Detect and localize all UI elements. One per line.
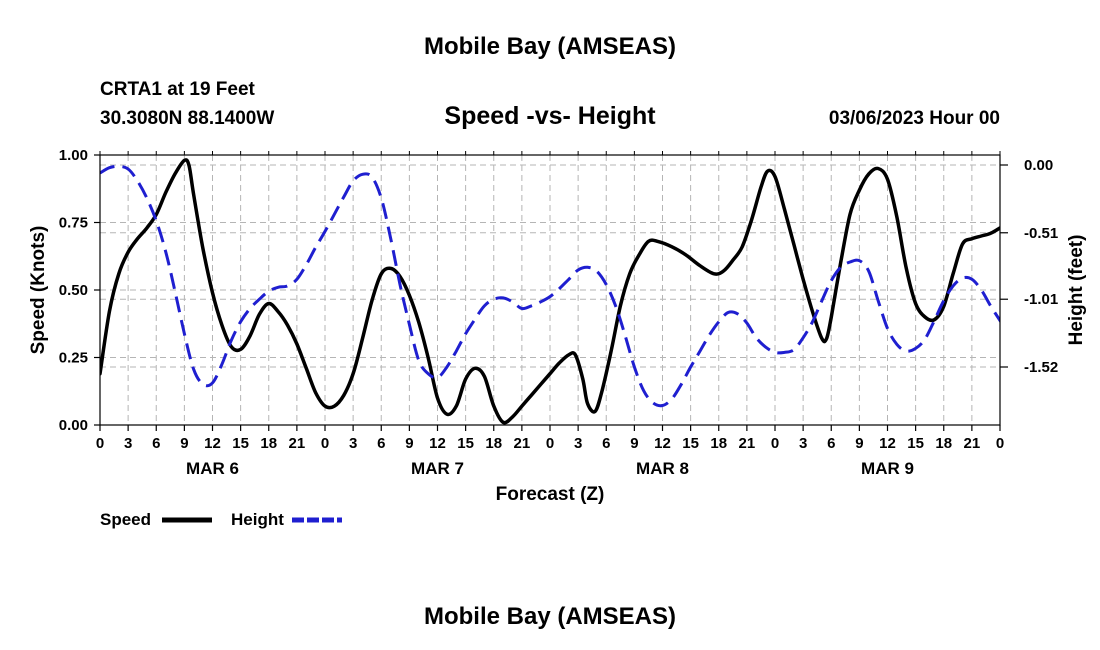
- x-tick-label: 6: [827, 435, 835, 452]
- legend: Speed Height: [100, 510, 342, 529]
- y2-axis-title: Height (feet): [1066, 235, 1087, 346]
- location-label: 30.3080N 88.1400W: [100, 108, 274, 129]
- run-time-label: 03/06/2023 Hour 00: [829, 108, 1000, 129]
- series-layer: [100, 158, 1000, 425]
- x-tick-label: 9: [180, 435, 188, 452]
- x-tick-label: 12: [204, 435, 221, 452]
- y-tick-label: 0.25: [59, 350, 88, 367]
- x-tick-label: 18: [935, 435, 952, 452]
- x-tick-label: 12: [429, 435, 446, 452]
- y-tick-label: 0.50: [59, 282, 88, 299]
- chart-subtitle: Speed -vs- Height: [444, 102, 656, 130]
- station-label: CRTA1 at 19 Feet: [100, 79, 256, 100]
- y-axis-title: Speed (Knots): [28, 226, 49, 355]
- x-tick-label: 0: [321, 435, 329, 452]
- y-tick-label: 0.00: [59, 417, 88, 434]
- x-tick-label: 18: [485, 435, 502, 452]
- x-tick-label: 6: [152, 435, 160, 452]
- x-tick-label: 3: [799, 435, 807, 452]
- x-tick-label: 12: [879, 435, 896, 452]
- x-tick-label: 3: [349, 435, 357, 452]
- x-day-label: MAR 9: [861, 459, 914, 478]
- x-tick-label: 9: [855, 435, 863, 452]
- x-tick-label: 21: [739, 435, 756, 452]
- x-tick-label: 6: [602, 435, 610, 452]
- x-tick-label: 3: [574, 435, 582, 452]
- x-tick-label: 0: [96, 435, 104, 452]
- y2-tick-label: -1.52: [1024, 359, 1058, 376]
- legend-height-label: Height: [231, 510, 284, 529]
- x-tick-label: 15: [232, 435, 249, 452]
- y-tick-label: 0.75: [59, 215, 88, 232]
- grid-lines: [100, 155, 1000, 425]
- x-tick-label: 21: [514, 435, 531, 452]
- x-tick-label: 0: [771, 435, 779, 452]
- x-tick-label: 0: [546, 435, 554, 452]
- x-tick-label: 6: [377, 435, 385, 452]
- y-tick-label: 1.00: [59, 147, 88, 164]
- x-tick-label: 18: [260, 435, 277, 452]
- x-tick-label: 3: [124, 435, 132, 452]
- series-line-speed: [100, 158, 1000, 425]
- main-title: Mobile Bay (AMSEAS): [424, 33, 676, 60]
- x-tick-label: 15: [457, 435, 474, 452]
- x-tick-label: 15: [682, 435, 699, 452]
- axes: 0 3 6 9 12 15 18 21 0 3 6 9 12 15 18 21 0 3 6 9 12 15 18 21 0 3 6 9…: [59, 147, 1058, 478]
- x-tick-label: 21: [964, 435, 981, 452]
- series-line-height: [100, 164, 1000, 408]
- x-tick-label: 15: [907, 435, 924, 452]
- x-day-label: MAR 8: [636, 459, 689, 478]
- x-day-label: MAR 7: [411, 459, 464, 478]
- x-tick-label: 9: [405, 435, 413, 452]
- x-tick-label: 18: [710, 435, 727, 452]
- x-axis-title: Forecast (Z): [496, 484, 605, 505]
- legend-speed-label: Speed: [100, 510, 151, 529]
- footer-title: Mobile Bay (AMSEAS): [424, 603, 676, 630]
- x-tick-label: 21: [289, 435, 306, 452]
- y2-tick-label: 0.00: [1024, 157, 1053, 174]
- x-day-label: MAR 6: [186, 459, 239, 478]
- x-tick-label: 12: [654, 435, 671, 452]
- x-tick-label: 0: [996, 435, 1004, 452]
- x-tick-label: 9: [630, 435, 638, 452]
- y2-tick-label: -0.51: [1024, 225, 1058, 242]
- y2-tick-label: -1.01: [1024, 291, 1058, 308]
